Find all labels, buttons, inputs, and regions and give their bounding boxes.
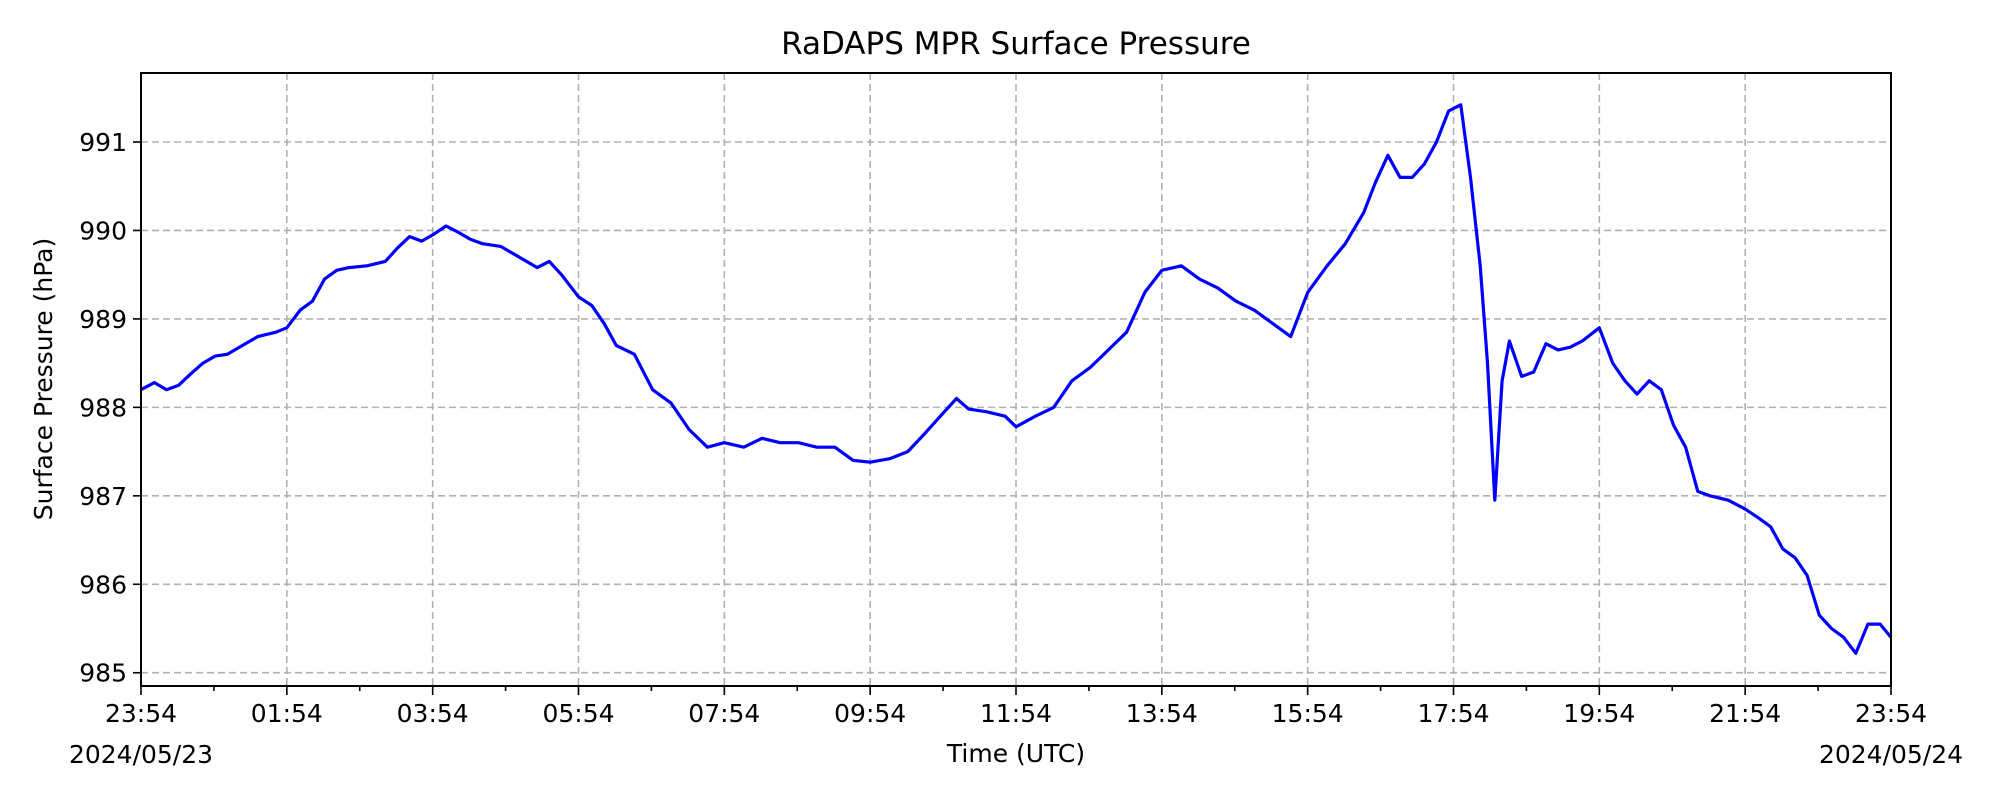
x-tick-label: 15:54: [1272, 699, 1344, 728]
axes-frame: [140, 72, 1892, 687]
series-line-0: [140, 103, 1893, 655]
x-tick-label: 01:54: [251, 699, 323, 728]
y-tick-label: 988: [79, 393, 127, 422]
x-tick-label: 07:54: [688, 699, 760, 728]
x-date-start: 2024/05/23: [69, 740, 213, 769]
x-tick-label: 13:54: [1126, 699, 1198, 728]
x-tick-label: 23:54: [105, 699, 177, 728]
y-tick-label: 991: [79, 128, 127, 157]
x-tick-label: 17:54: [1417, 699, 1489, 728]
x-tick-label: 09:54: [834, 699, 906, 728]
x-axis-ticks: 23:54 01:54 03:54 05:54 07:54 09:54 11:54 13:54…: [105, 686, 1927, 728]
y-tick-label: 987: [79, 482, 127, 511]
grid: [141, 73, 1891, 686]
y-tick-label: 985: [79, 659, 127, 688]
x-tick-label: 21:54: [1709, 699, 1781, 728]
x-axis-title: Time (UTC): [946, 739, 1085, 768]
y-tick-label: 986: [79, 570, 127, 599]
plot-area: [140, 103, 1893, 655]
x-tick-label: 03:54: [397, 699, 469, 728]
chart-title: RaDAPS MPR Surface Pressure: [781, 26, 1251, 62]
x-tick-label: 05:54: [542, 699, 614, 728]
x-tick-label: 11:54: [980, 699, 1052, 728]
y-axis-title: Surface Pressure (hPa): [29, 238, 58, 521]
x-date-end: 2024/05/24: [1819, 740, 1963, 769]
y-tick-label: 989: [79, 305, 127, 334]
y-axis-ticks: 985 986 987 988 989 990 991: [79, 128, 141, 688]
x-tick-label: 19:54: [1563, 699, 1635, 728]
y-tick-label: 990: [79, 216, 127, 245]
x-tick-label: 23:54: [1855, 699, 1927, 728]
